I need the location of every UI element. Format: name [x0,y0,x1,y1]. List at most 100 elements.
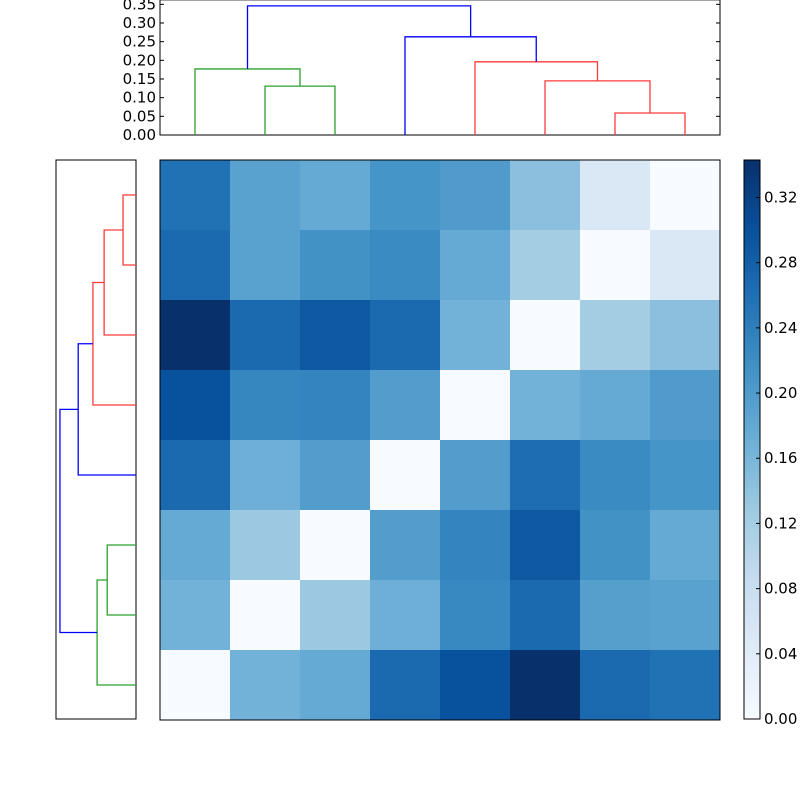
heatmap-cell [580,440,651,511]
heatmap-cell [300,510,371,581]
heatmap-cell [580,650,651,721]
heatmap-cell [300,580,371,651]
top-dendrogram: 0.000.050.100.150.200.250.300.35 [123,0,721,144]
top-dendrogram-ytick-label: 0.00 [123,126,156,144]
heatmap-cell [580,300,651,371]
left-dendrogram-link [59,408,98,634]
heatmap-cell [300,440,371,511]
colorbar-tick-label: 0.16 [764,449,797,467]
colorbar-gradient [743,159,761,720]
top-dendrogram-ytick-label: 0.20 [123,51,156,69]
colorbar-tick-label: 0.08 [764,580,797,598]
heatmap-cell [160,230,231,301]
heatmap-cell [580,510,651,581]
heatmap-cell [300,300,371,371]
top-dendrogram-ytick-label: 0.25 [123,33,156,51]
top-dendrogram-ytick-label: 0.10 [123,89,156,107]
top-dendrogram-link [404,36,537,135]
heatmap-cell [160,650,231,721]
heatmap-cell [650,580,721,651]
heatmap-cell [440,580,511,651]
heatmap-cell [510,580,581,651]
top-dendrogram-ytick-label: 0.30 [123,14,156,32]
heatmap-cell [440,230,511,301]
heatmap-cell [230,300,301,371]
heatmap-cell [160,370,231,441]
heatmap-cell [650,160,721,231]
top-dendrogram-frame [159,0,721,136]
heatmap-frame [159,159,721,721]
heatmap-cell [230,440,301,511]
heatmap-cell [440,440,511,511]
top-dendrogram-link [474,61,599,135]
heatmap-cell [300,650,371,721]
left-dendrogram-link [103,229,136,336]
heatmap-cell [300,230,371,301]
heatmap-cell [510,160,581,231]
heatmap-cell [230,230,301,301]
heatmap-cell [230,370,301,441]
heatmap-cell [510,300,581,371]
heatmap-cell [580,370,651,441]
left-dendrogram-link [92,281,136,406]
heatmap-cell [160,580,231,651]
heatmap-cell [370,510,441,581]
left-dendrogram [55,159,137,720]
heatmap-cell [370,160,441,231]
heatmap-cell [580,580,651,651]
top-dendrogram-link [614,112,686,135]
left-dendrogram-frame [55,159,137,720]
top-dendrogram-link [194,68,301,135]
colorbar-tick-label: 0.00 [764,710,797,728]
heatmap-cell [510,230,581,301]
heatmap-cell [510,650,581,721]
heatmap-cell [230,650,301,721]
heatmap [159,159,721,721]
heatmap-cell [650,230,721,301]
heatmap-cell [370,650,441,721]
heatmap-cell [160,510,231,581]
heatmap-cell [650,440,721,511]
top-dendrogram-ytick-label: 0.35 [123,0,156,13]
top-dendrogram-link [264,85,336,135]
heatmap-cell [650,300,721,371]
heatmap-cell [650,650,721,721]
left-dendrogram-link [106,544,136,616]
heatmap-cell [440,510,511,581]
heatmap-cell [370,370,441,441]
heatmap-cell [580,230,651,301]
left-dendrogram-link [77,343,136,476]
heatmap-cell [230,160,301,231]
heatmap-cell [160,440,231,511]
colorbar-tick-label: 0.32 [764,188,797,206]
heatmap-cell [510,440,581,511]
heatmap-cell [300,370,371,441]
left-dendrogram-link [122,194,136,266]
colorbar-tick-label: 0.24 [764,319,797,337]
heatmap-cell [510,370,581,441]
heatmap-cell [510,510,581,581]
top-dendrogram-ytick-label: 0.05 [123,107,156,125]
heatmap-cell [160,160,231,231]
heatmap-cell [230,580,301,651]
heatmap-cell [370,300,441,371]
left-dendrogram-link [96,579,136,686]
colorbar-tick-label: 0.12 [764,514,797,532]
colorbar: 0.00 0.04 0.08 0.12 0.16 0.20 0.24 0.28 0.32 [743,159,797,728]
heatmap-cell [160,300,231,371]
heatmap-cell [440,160,511,231]
heatmap-cell [230,510,301,581]
top-dendrogram-link [544,80,651,135]
heatmap-cell [440,300,511,371]
heatmap-cell [650,510,721,581]
colorbar-tick-label: 0.04 [764,645,797,663]
heatmap-cell [440,370,511,441]
top-dendrogram-ytick-label: 0.15 [123,70,156,88]
heatmap-cell [650,370,721,441]
heatmap-cell [300,160,371,231]
heatmap-cell [370,580,441,651]
top-dendrogram-link [246,5,472,69]
colorbar-tick-label: 0.28 [764,254,797,272]
